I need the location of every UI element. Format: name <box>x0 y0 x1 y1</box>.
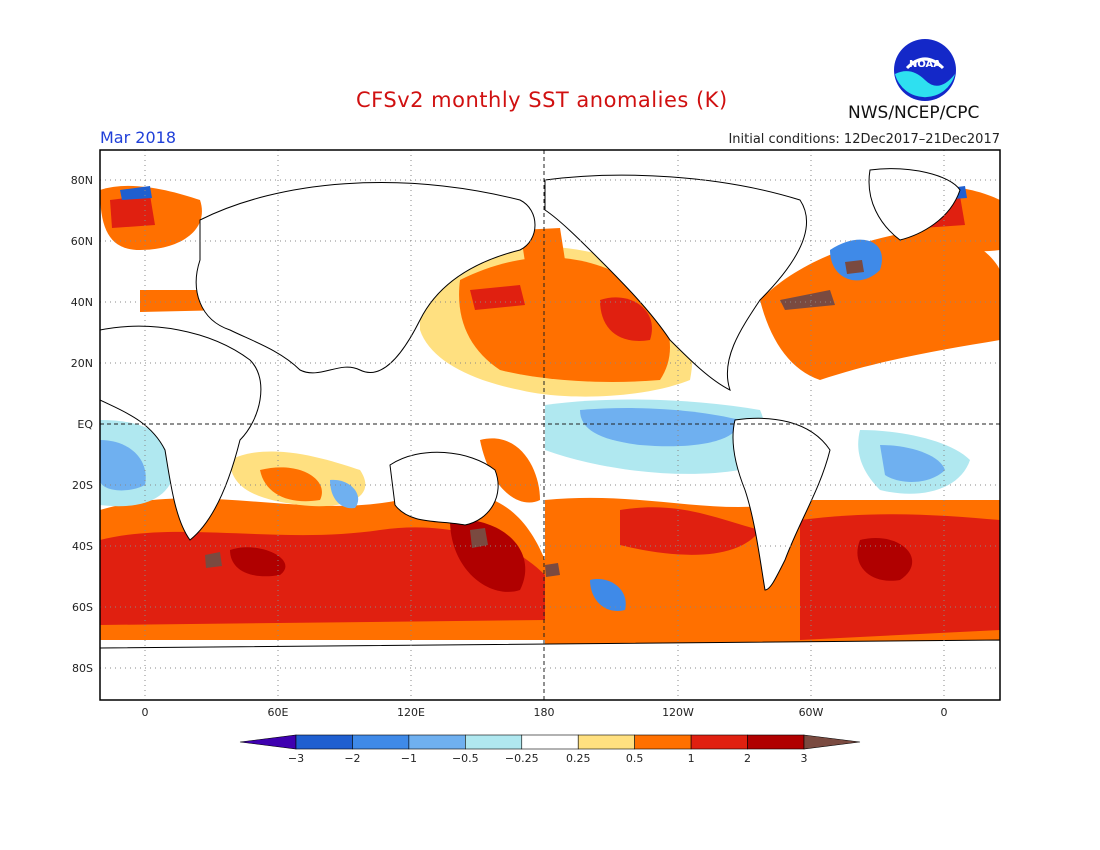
tropical-cold-regions <box>100 399 970 611</box>
lat-lon-grid <box>100 150 1000 700</box>
lat-label: 80S <box>72 662 93 675</box>
forecast-month: Mar 2018 <box>100 128 176 147</box>
lon-label: 0 <box>941 706 948 719</box>
legend-tick-label: −3 <box>288 752 304 765</box>
lon-label: 0 <box>142 706 149 719</box>
legend-tick-label: −2 <box>344 752 360 765</box>
legend-swatch <box>747 734 805 750</box>
lat-label: 80N <box>71 174 93 187</box>
legend-tick-label: −0.5 <box>452 752 479 765</box>
legend-swatch <box>239 734 297 750</box>
initial-conditions: Initial conditions: 12Dec2017–21Dec2017 <box>728 132 1000 147</box>
legend-swatch <box>352 734 410 750</box>
lat-label: 20S <box>72 479 93 492</box>
lon-label: 60W <box>799 706 824 719</box>
lon-label: 120W <box>662 706 694 719</box>
legend-tick-label: 1 <box>688 752 695 765</box>
lat-label: 60S <box>72 601 93 614</box>
lat-label: EQ <box>77 418 93 431</box>
continent-outlines <box>100 168 1000 700</box>
legend-tick-label: 3 <box>801 752 808 765</box>
equator-dateline <box>100 150 1000 700</box>
map-title: CFSv2 monthly SST anomalies (K) <box>356 88 728 112</box>
legend-tick-label: 0.5 <box>626 752 644 765</box>
legend-swatch <box>577 734 635 750</box>
legend-tick-label: −1 <box>401 752 417 765</box>
legend-tick-label: 0.25 <box>566 752 591 765</box>
legend-swatch <box>408 734 466 750</box>
legend-swatch <box>465 734 523 750</box>
legend-swatch <box>803 734 861 750</box>
lat-label: 20N <box>71 357 93 370</box>
logo-text: NOAA <box>909 59 941 70</box>
legend-swatch <box>295 734 353 750</box>
noaa-logo: NOAA <box>893 38 957 102</box>
lon-label: 120E <box>397 706 425 719</box>
lat-label: 60N <box>71 235 93 248</box>
lon-label: 180 <box>534 706 555 719</box>
lat-label: 40S <box>72 540 93 553</box>
legend-swatch <box>690 734 748 750</box>
lon-label: 60E <box>268 706 289 719</box>
southern-ocean-warm-band <box>100 492 1000 650</box>
organization-label: NWS/NCEP/CPC <box>848 103 980 123</box>
legend-swatch <box>634 734 692 750</box>
lat-label: 40N <box>71 296 93 309</box>
map-frame <box>99 149 1001 701</box>
legend-tick-label: 2 <box>744 752 751 765</box>
legend-swatch <box>521 734 579 750</box>
legend-tick-label: −0.25 <box>505 752 539 765</box>
